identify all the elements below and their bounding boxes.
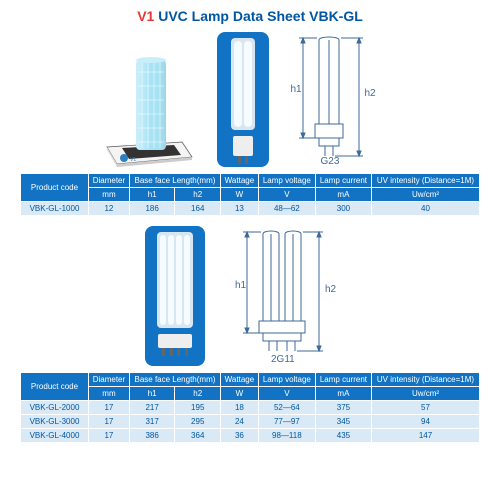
cell-code: VBK-GL-4000: [21, 429, 89, 443]
dimension-diagram-g23-icon: h1 h2 G23: [289, 32, 399, 167]
cell-ma: 435: [315, 429, 371, 443]
th-baseface: Base face Length(mm): [129, 174, 220, 188]
page-title: V1 UVC Lamp Data Sheet VBK-GL: [20, 8, 480, 24]
title-v1: V1: [137, 8, 154, 24]
cell-code: VBK-GL-1000: [21, 202, 89, 216]
th-wattage: Wattage: [221, 373, 259, 387]
image-row-2: h1 h2 2G11: [20, 226, 480, 366]
cell-h1: 217: [129, 401, 175, 415]
cell-code: VBK-GL-2000: [21, 401, 89, 415]
socket-2g11-label: 2G11: [271, 354, 295, 365]
cell-h1: 186: [129, 202, 175, 216]
unit-mm: mm: [89, 188, 130, 202]
cell-v: 77—97: [258, 415, 315, 429]
unit-h1: h1: [129, 188, 175, 202]
unit-uw: Uw/cm²: [371, 387, 479, 401]
cell-h1: 386: [129, 429, 175, 443]
th-current: Lamp current: [315, 174, 371, 188]
cell-h2: 195: [175, 401, 221, 415]
h1-label: h1: [291, 84, 302, 95]
h2-label: h2: [365, 88, 376, 99]
title-rest: UVC Lamp Data Sheet VBK-GL: [154, 8, 362, 24]
cell-w: 24: [221, 415, 259, 429]
unit-h1: h1: [129, 387, 175, 401]
h2-label-2: h2: [325, 284, 336, 295]
unit-h2: h2: [175, 188, 221, 202]
socket-g23-label: G23: [321, 156, 340, 167]
table-row: VBK-GL-1000 12 186 164 13 48—62 300 40: [21, 202, 480, 216]
unit-w: W: [221, 387, 259, 401]
spec-table-2: Product code Diameter Base face Length(m…: [20, 372, 480, 443]
th-current: Lamp current: [315, 373, 371, 387]
th-baseface: Base face Length(mm): [129, 373, 220, 387]
cell-w: 18: [221, 401, 259, 415]
th-product-code: Product code: [21, 174, 89, 202]
unit-ma: mA: [315, 387, 371, 401]
cell-ma: 345: [315, 415, 371, 429]
th-uv: UV intensity (Distance=1M): [371, 373, 479, 387]
th-uv: UV intensity (Distance=1M): [371, 174, 479, 188]
unit-h2: h2: [175, 387, 221, 401]
cell-uv: 94: [371, 415, 479, 429]
cell-uv: 40: [371, 202, 479, 216]
h1-label-2: h1: [235, 280, 246, 291]
table-row: VBK-GL-4000 17 386 364 36 98—118 435 147: [21, 429, 480, 443]
cell-dia: 17: [89, 415, 130, 429]
th-wattage: Wattage: [221, 174, 259, 188]
cell-w: 36: [221, 429, 259, 443]
th-diameter: Diameter: [89, 174, 130, 188]
datasheet-page: V1 UVC Lamp Data Sheet VBK-GL: [0, 0, 500, 451]
cell-h1: 317: [129, 415, 175, 429]
lamp-photo-2g11-icon: [145, 226, 205, 366]
unit-ma: mA: [315, 188, 371, 202]
cell-dia: 12: [89, 202, 130, 216]
product-render-icon: V1: [102, 52, 197, 167]
cell-ma: 300: [315, 202, 371, 216]
unit-w: W: [221, 188, 259, 202]
table-row: VBK-GL-3000 17 317 295 24 77—97 345 94: [21, 415, 480, 429]
unit-v: V: [258, 188, 315, 202]
cell-ma: 375: [315, 401, 371, 415]
cell-w: 13: [221, 202, 259, 216]
table-row: VBK-GL-2000 17 217 195 18 52—64 375 57: [21, 401, 480, 415]
th-voltage: Lamp voltage: [258, 373, 315, 387]
spec-table-1: Product code Diameter Base face Length(m…: [20, 173, 480, 216]
cell-h2: 295: [175, 415, 221, 429]
cell-dia: 17: [89, 429, 130, 443]
cell-dia: 17: [89, 401, 130, 415]
cell-v: 52—64: [258, 401, 315, 415]
th-diameter: Diameter: [89, 373, 130, 387]
cell-uv: 147: [371, 429, 479, 443]
th-voltage: Lamp voltage: [258, 174, 315, 188]
cell-v: 48—62: [258, 202, 315, 216]
th-product-code: Product code: [21, 373, 89, 401]
cell-h2: 364: [175, 429, 221, 443]
unit-mm: mm: [89, 387, 130, 401]
cell-uv: 57: [371, 401, 479, 415]
lamp-photo-g23-icon: [217, 32, 269, 167]
svg-text:V1: V1: [130, 157, 136, 163]
cell-code: VBK-GL-3000: [21, 415, 89, 429]
dimension-diagram-2g11-icon: h1 h2 2G11: [235, 226, 355, 366]
cell-v: 98—118: [258, 429, 315, 443]
unit-uw: Uw/cm²: [371, 188, 479, 202]
unit-v: V: [258, 387, 315, 401]
image-row-1: V1: [20, 32, 480, 167]
cell-h2: 164: [175, 202, 221, 216]
